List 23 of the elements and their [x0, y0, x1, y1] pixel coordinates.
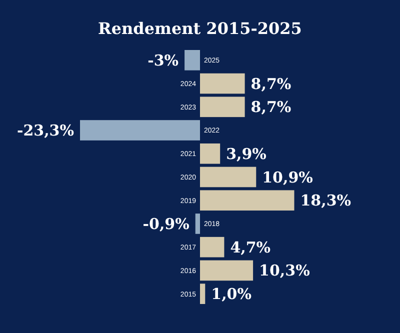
bar: [200, 96, 245, 118]
bar: [200, 260, 254, 281]
data-label: 4,7%: [230, 238, 271, 256]
data-label: 8,7%: [250, 98, 292, 116]
data-label: 18,3%: [300, 192, 352, 210]
data-label: -3%: [148, 51, 179, 70]
bar: [200, 143, 220, 164]
data-label: 1,0%: [211, 285, 252, 304]
data-label: -23,3%: [16, 122, 74, 140]
bar: [80, 120, 200, 140]
bar: [200, 236, 224, 258]
data-label: 8,7%: [250, 74, 292, 93]
bar: [184, 50, 200, 70]
data-label: -0,9%: [142, 214, 190, 233]
data-label: 10,9%: [262, 168, 313, 186]
data-label: 3,9%: [226, 144, 266, 163]
chart-title: Rendement 2015-2025: [98, 19, 302, 38]
bar: [195, 214, 200, 234]
data-label: 10,3%: [259, 262, 310, 280]
bar: [200, 284, 206, 304]
bar: [200, 166, 256, 188]
bar: [200, 73, 245, 94]
bar: [200, 190, 294, 211]
